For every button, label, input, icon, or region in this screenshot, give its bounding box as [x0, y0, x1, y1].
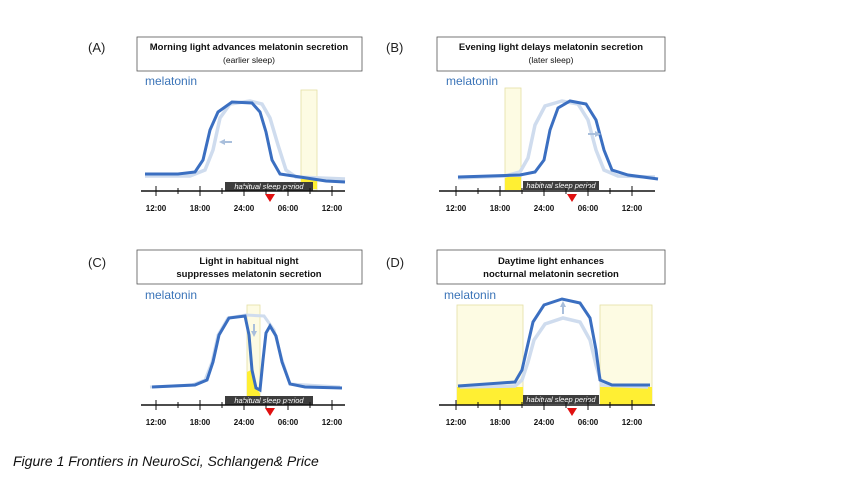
panel-d: (D) Daytime light enhances nocturnal mel…	[386, 249, 666, 427]
tick-label: 24:00	[534, 418, 555, 427]
panel-letter: (A)	[88, 40, 105, 55]
axis-ticks	[455, 186, 633, 196]
sleep-period-bar	[225, 396, 313, 405]
reference-melatonin-curve	[457, 99, 656, 180]
axis-ticks	[155, 400, 333, 410]
tick-label: 12:00	[446, 204, 467, 213]
sleep-period-label: habitual sleep period	[526, 395, 596, 404]
panel-title: Evening light delays melatonin secretion	[459, 42, 643, 53]
sleep-period-label: habitual sleep period	[234, 182, 304, 191]
tick-label: 24:00	[234, 418, 255, 427]
panel-title: Morning light advances melatonin secreti…	[150, 42, 349, 53]
sleep-period-label: habitual sleep period	[234, 396, 304, 405]
sleep-period-bar	[523, 181, 599, 190]
melatonin-curve	[151, 314, 343, 393]
melatonin-label: melatonin	[145, 288, 197, 302]
sleep-midpoint-marker-icon	[265, 408, 275, 416]
tick-label: 12:00	[622, 418, 643, 427]
tick-label: 12:00	[622, 204, 643, 213]
sleep-period-bar	[523, 395, 599, 404]
panel-subtitle: nocturnal melatonin secretion	[483, 269, 619, 280]
tick-label: 24:00	[534, 204, 555, 213]
panel-c: (C) Light in habitual night suppresses m…	[88, 249, 363, 427]
axis-ticks	[455, 400, 633, 410]
axis-ticks	[155, 186, 333, 196]
sleep-midpoint-marker-icon	[567, 408, 577, 416]
figure-caption: Figure 1 Frontiers in NeuroSci, Schlange…	[13, 453, 319, 469]
reference-melatonin-curve	[149, 313, 341, 389]
tick-label: 06:00	[578, 204, 599, 213]
sleep-midpoint-marker-icon	[265, 194, 275, 202]
panel-title-box	[136, 249, 363, 285]
tick-label: 12:00	[322, 204, 343, 213]
panel-title: Light in habitual night	[199, 256, 299, 267]
tick-label: 24:00	[234, 204, 255, 213]
melatonin-label: melatonin	[446, 74, 498, 88]
sleep-midpoint-marker-icon	[567, 194, 577, 202]
panel-letter: (B)	[386, 40, 403, 55]
tick-label: 12:00	[146, 418, 167, 427]
tick-label: 18:00	[190, 204, 211, 213]
melatonin-label: melatonin	[444, 288, 496, 302]
panel-b: (B) Evening light delays melatonin secre…	[386, 36, 666, 213]
tick-label: 18:00	[490, 418, 511, 427]
sleep-period-bar	[225, 182, 313, 191]
tick-label: 18:00	[190, 418, 211, 427]
light-exposure-highlight	[505, 177, 521, 190]
panel-subtitle: (later sleep)	[529, 55, 574, 65]
tick-label: 06:00	[278, 418, 299, 427]
tick-label: 12:00	[446, 418, 467, 427]
light-exposure-highlight	[600, 387, 652, 405]
panel-letter: (D)	[386, 255, 404, 270]
tick-label: 18:00	[490, 204, 511, 213]
melatonin-label: melatonin	[145, 74, 197, 88]
tick-label: 12:00	[146, 204, 167, 213]
panel-title-box	[436, 249, 666, 285]
light-exposure-highlight	[457, 387, 523, 405]
morning-light-window	[300, 89, 318, 191]
panel-title: Daytime light enhances	[498, 256, 604, 267]
sleep-period-label: habitual sleep period	[526, 181, 596, 190]
panel-title-box	[436, 36, 666, 72]
panel-subtitle: (earlier sleep)	[223, 55, 275, 65]
melatonin-curve	[457, 297, 650, 388]
panel-a: (A) Morning light advances melatonin sec…	[88, 36, 363, 213]
panel-title-box	[136, 36, 363, 72]
reference-melatonin-curve	[145, 99, 346, 181]
tick-label: 06:00	[578, 418, 599, 427]
tick-label: 06:00	[278, 204, 299, 213]
melatonin-curve	[145, 100, 346, 184]
panel-subtitle: suppresses melatonin secretion	[176, 269, 321, 280]
melatonin-curve	[457, 99, 659, 181]
panel-letter: (C)	[88, 255, 106, 270]
tick-label: 12:00	[322, 418, 343, 427]
